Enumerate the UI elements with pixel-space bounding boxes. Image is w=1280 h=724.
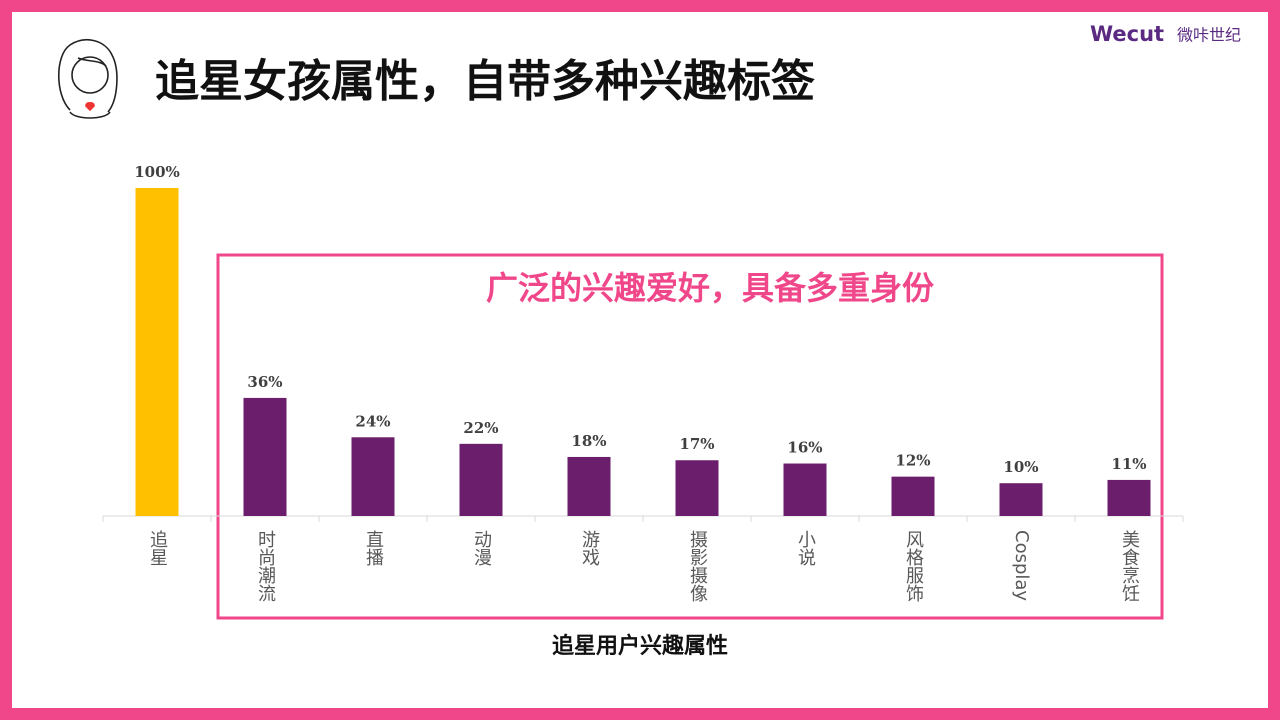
bar: [135, 188, 179, 516]
value-label: 12%: [895, 452, 930, 470]
x-tick-label: 直播: [363, 530, 384, 567]
bar: [567, 456, 611, 516]
value-label: 24%: [355, 412, 390, 430]
x-tick-label: 小说: [795, 530, 816, 566]
x-axis-title: 追星用户兴趣属性: [552, 633, 728, 659]
slide-title: 追星女孩属性，自带多种兴趣标签: [155, 56, 815, 107]
value-label: 17%: [679, 435, 714, 453]
value-label: 36%: [247, 373, 282, 391]
x-tick-label: 摄影摄像: [687, 530, 708, 602]
x-tick-label: 风格服饰: [903, 530, 924, 602]
bar: [243, 397, 287, 516]
bar: [459, 443, 503, 516]
value-label: 11%: [1111, 455, 1146, 473]
brand-logo: Wecut: [1090, 22, 1164, 46]
value-label: 100%: [134, 163, 180, 181]
x-tick-label: 时尚潮流: [255, 530, 276, 602]
value-label: 18%: [571, 432, 606, 450]
value-label: 10%: [1003, 458, 1038, 476]
x-tick-label: 游戏: [579, 530, 600, 566]
x-tick-label: 美食烹饪: [1119, 530, 1140, 602]
annotation: 广泛的兴趣爱好，具备多重身份: [486, 269, 934, 307]
bar: [675, 460, 719, 516]
brand-name: 微咔世纪: [1177, 26, 1241, 45]
x-tick-label: 追星: [147, 530, 168, 566]
highlight-box: [216, 253, 1164, 620]
bar: [999, 483, 1043, 516]
bar: [1107, 479, 1151, 516]
x-tick-label: Cosplay: [1011, 530, 1032, 601]
value-label: 22%: [463, 419, 498, 437]
x-tick-label: 动漫: [471, 530, 492, 566]
bar: [891, 476, 935, 516]
bar: [351, 437, 395, 516]
girl-icon: [58, 39, 118, 119]
value-label: 16%: [787, 439, 822, 457]
bar: [783, 463, 827, 516]
